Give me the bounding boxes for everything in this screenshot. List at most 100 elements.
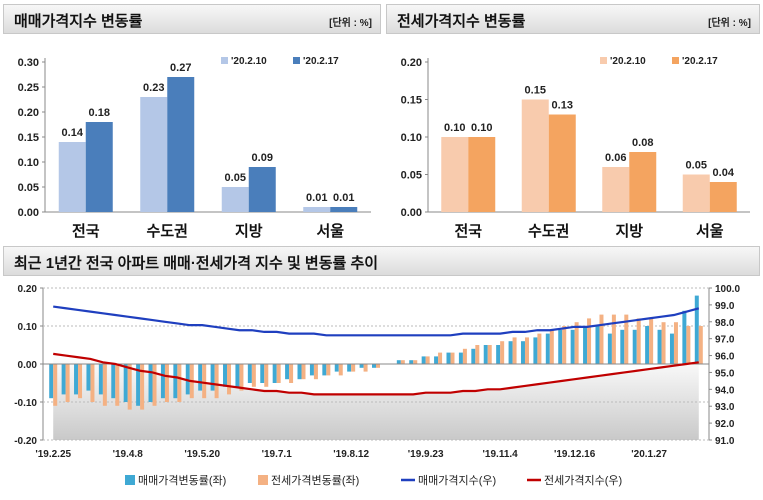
sale-change-bar xyxy=(545,333,550,364)
sale-change-bar xyxy=(297,364,302,380)
jeonse-change-bar xyxy=(152,364,157,406)
bar-'20.2.10 xyxy=(303,207,331,212)
bar-'20.2.17 xyxy=(709,182,737,212)
sale-change-bar xyxy=(508,341,513,364)
sale-change-bar xyxy=(185,364,190,395)
jeonse-change-bar xyxy=(227,364,232,395)
jeonse-change-bar xyxy=(624,314,629,364)
jeonse-change-bar xyxy=(611,314,616,364)
sale-change-bar xyxy=(210,364,215,391)
jeonse-change-bar xyxy=(587,318,592,364)
y-tick-label: 0.10 xyxy=(18,157,39,169)
right-tick-label: 99.0 xyxy=(715,301,735,312)
sale-change-bar xyxy=(123,364,128,402)
category-label: 서울 xyxy=(316,223,344,240)
left-tick-label: 0.10 xyxy=(18,322,38,333)
bar-'20.2.10 xyxy=(682,174,710,212)
category-label: 지방 xyxy=(235,222,263,240)
legend-swatch xyxy=(672,57,679,64)
jeonse-change-unit: [단위 : %] xyxy=(708,18,751,29)
sale-change-bar xyxy=(520,341,525,364)
jeonse-change-bar xyxy=(636,318,641,364)
category-label: 지방 xyxy=(615,222,643,240)
sale-change-bar xyxy=(533,337,538,364)
y-tick-label: 0.00 xyxy=(401,207,422,219)
data-label: 0.05 xyxy=(686,160,707,172)
bar-'20.2.17 xyxy=(468,137,496,212)
jeonse-change-bar xyxy=(438,352,443,364)
y-tick-label: 0.15 xyxy=(401,95,422,107)
right-tick-label: 92.0 xyxy=(715,419,735,430)
sale-change-bar xyxy=(198,364,203,391)
category-label: 서울 xyxy=(696,223,724,240)
jeonse-index-line xyxy=(53,352,699,396)
y-tick-label: 0.20 xyxy=(18,107,39,119)
jeonse-change-bar xyxy=(140,364,145,410)
legend-label: 매매가격지수(우) xyxy=(418,474,496,487)
data-label: 0.13 xyxy=(552,100,573,112)
jeonse-change-bar xyxy=(78,364,83,399)
jeonse-change-bar xyxy=(649,318,654,364)
jeonse-change-bar xyxy=(549,329,554,364)
category-label: 전국 xyxy=(454,223,482,240)
jeonse-change-bar xyxy=(376,364,380,368)
bar-'20.2.17 xyxy=(248,167,276,212)
legend-swatch xyxy=(125,475,135,485)
jeonse-change-bar xyxy=(351,364,356,372)
right-tick-label: 94.0 xyxy=(715,385,735,396)
x-tick-label: '19.11.4 xyxy=(483,449,519,460)
sale-change-bar xyxy=(421,356,426,364)
x-tick-label: '19.7.1 xyxy=(262,449,293,460)
jeonse-change-title-bar: 전세가격지수 변동률 [단위 : %] xyxy=(386,4,760,34)
jeonse-change-bar xyxy=(301,364,306,380)
data-label: 0.15 xyxy=(525,85,546,97)
right-tick-label: 98.0 xyxy=(715,318,735,329)
sale-change-bar xyxy=(496,345,501,364)
jeonse-change-bar xyxy=(400,360,405,364)
sale-change-bar xyxy=(434,356,439,364)
sale-change-bar xyxy=(260,364,265,383)
jeonse-change-bar xyxy=(90,364,95,402)
jeonse-change-bar xyxy=(425,356,430,364)
data-label: 0.09 xyxy=(252,152,273,164)
sale-change-bar xyxy=(595,326,600,364)
sale-change-bar xyxy=(645,326,650,364)
bar-'20.2.10 xyxy=(221,187,249,212)
jeonse-change-bar xyxy=(326,364,331,376)
legend-label: '20.2.17 xyxy=(682,56,718,67)
sale-change-chart: 0.00 0.05 0.10 0.15 0.20 0.25 0.30 전국 0.14 0.18 수도… xyxy=(18,56,371,240)
right-tick-label: 91.0 xyxy=(715,436,735,447)
sale-change-bar xyxy=(309,364,314,376)
legend-label: '20.2.17 xyxy=(303,56,339,67)
jeonse-change-bar xyxy=(574,322,579,364)
data-label: 0.10 xyxy=(471,122,492,134)
sale-change-bar xyxy=(160,364,165,399)
bar-'20.2.10 xyxy=(140,97,168,212)
jeonse-change-bar xyxy=(413,360,418,364)
sale-change-bar xyxy=(632,329,637,364)
jeonse-change-bar xyxy=(65,364,70,402)
jeonse-change-bar xyxy=(102,364,107,406)
sale-change-title-bar: 매매가격지수 변동률 [단위 : %] xyxy=(3,4,381,34)
sale-change-bar xyxy=(322,364,327,376)
x-tick-label: '19.5.20 xyxy=(184,449,220,460)
jeonse-change-bar xyxy=(177,364,182,402)
jeonse-change-bar xyxy=(462,348,467,364)
sale-change-bar xyxy=(471,348,476,364)
data-label: 0.01 xyxy=(306,192,327,204)
bar-'20.2.17 xyxy=(629,152,657,212)
legend-label: 전세가격변동률(좌) xyxy=(271,474,359,487)
jeonse-change-bar xyxy=(363,364,368,372)
sale-change-bar xyxy=(111,364,116,399)
x-tick-label: '19.2.25 xyxy=(35,449,71,460)
sale-change-unit: [단위 : %] xyxy=(329,18,372,29)
bar-'20.2.17 xyxy=(85,122,113,212)
jeonse-change-bar xyxy=(127,364,132,410)
y-tick-label: 0.00 xyxy=(18,207,39,219)
jeonse-change-bar xyxy=(164,364,169,402)
sale-change-bar xyxy=(74,364,79,395)
sale-change-bar xyxy=(148,364,153,402)
sale-change-bar xyxy=(247,364,252,383)
data-label: 0.10 xyxy=(444,122,465,134)
legend-swatch xyxy=(221,57,228,64)
